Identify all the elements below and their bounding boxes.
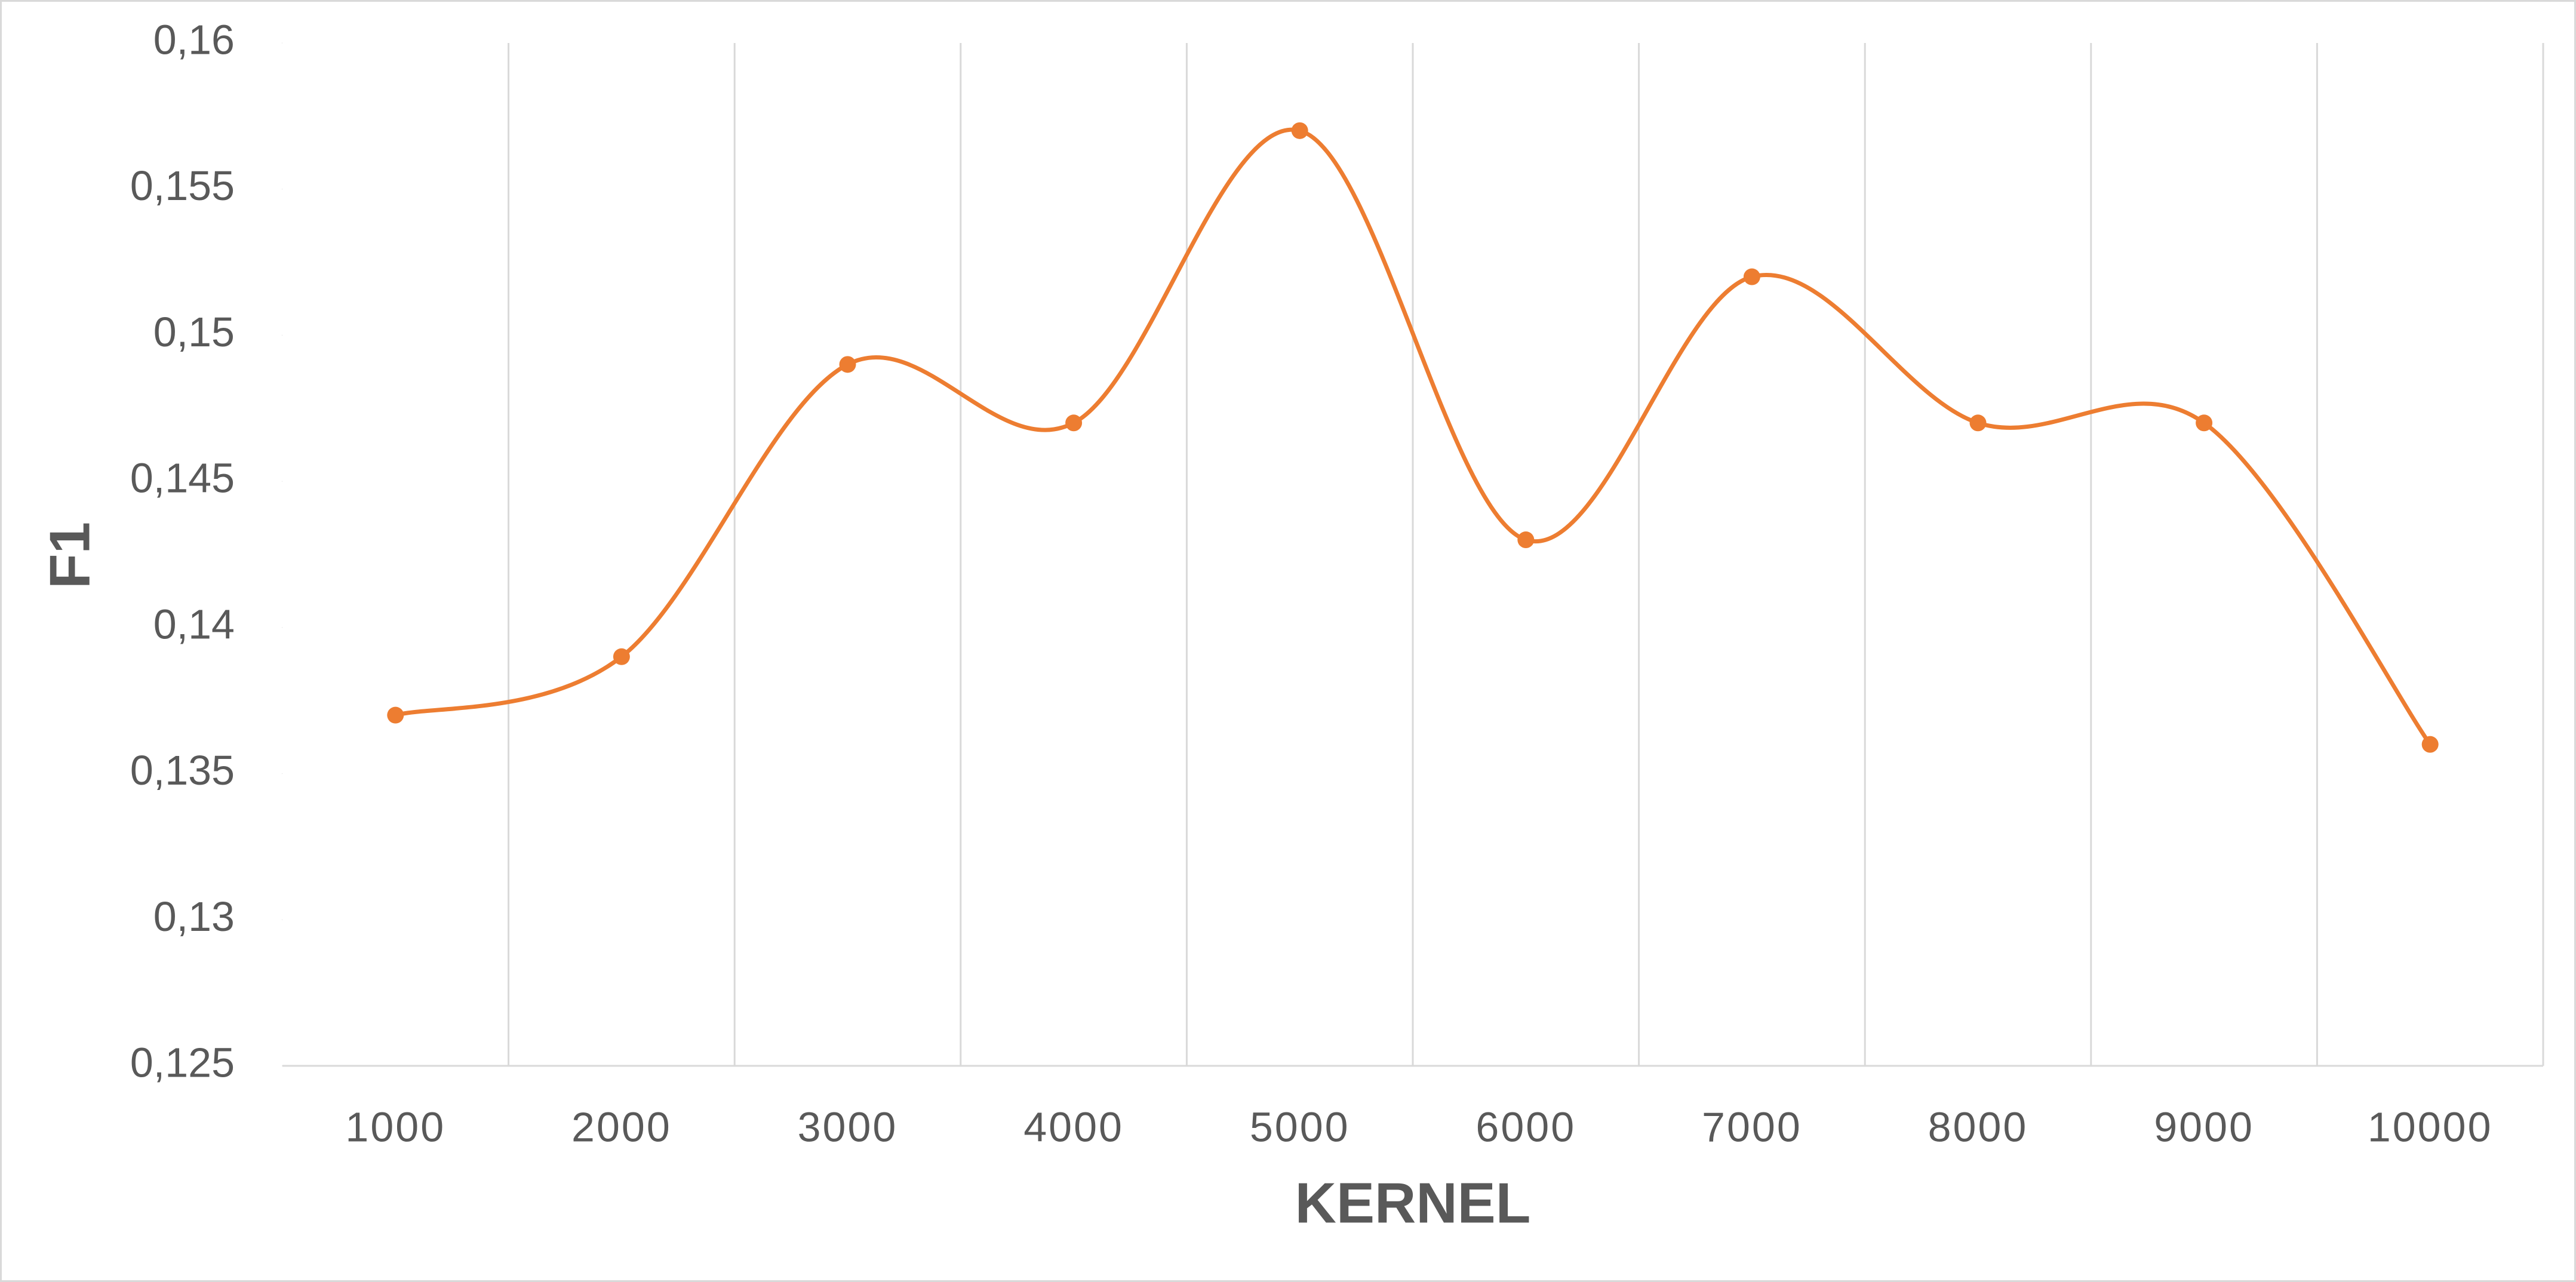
y-tick-label: 0,14	[153, 601, 235, 647]
y-tick-label: 0,15	[153, 309, 235, 355]
data-point	[1743, 268, 1760, 285]
data-point	[839, 356, 856, 373]
x-tick-label: 7000	[1702, 1103, 1802, 1150]
y-tick-label: 0,125	[130, 1039, 235, 1086]
y-tick-label: 0,13	[153, 893, 235, 940]
x-tick-label: 6000	[1475, 1103, 1576, 1150]
x-tick-label: 3000	[798, 1103, 898, 1150]
x-tick-label: 5000	[1250, 1103, 1350, 1150]
x-axis-title: KERNEL	[1295, 1171, 1531, 1235]
y-tick-label: 0,155	[130, 162, 235, 209]
data-point	[1291, 122, 1308, 139]
x-tick-label: 4000	[1023, 1103, 1124, 1150]
x-tick-label: 10000	[2368, 1103, 2493, 1150]
data-point	[1969, 414, 1987, 432]
y-axis-title: F1	[38, 522, 102, 589]
x-tick-label: 2000	[571, 1103, 672, 1150]
x-tick-label: 1000	[345, 1103, 445, 1150]
data-point	[387, 706, 404, 724]
y-tick-label: 0,145	[130, 455, 235, 502]
x-tick-label: 8000	[1928, 1103, 2028, 1150]
data-point	[1517, 531, 1535, 549]
y-tick-label: 0,135	[130, 747, 235, 794]
data-point	[2196, 414, 2213, 432]
data-point	[613, 648, 630, 665]
data-point	[1065, 414, 1083, 432]
data-point	[2421, 736, 2439, 753]
series-line	[395, 127, 2432, 746]
x-tick-label: 9000	[2154, 1103, 2254, 1150]
y-tick-label: 0,16	[153, 16, 235, 63]
